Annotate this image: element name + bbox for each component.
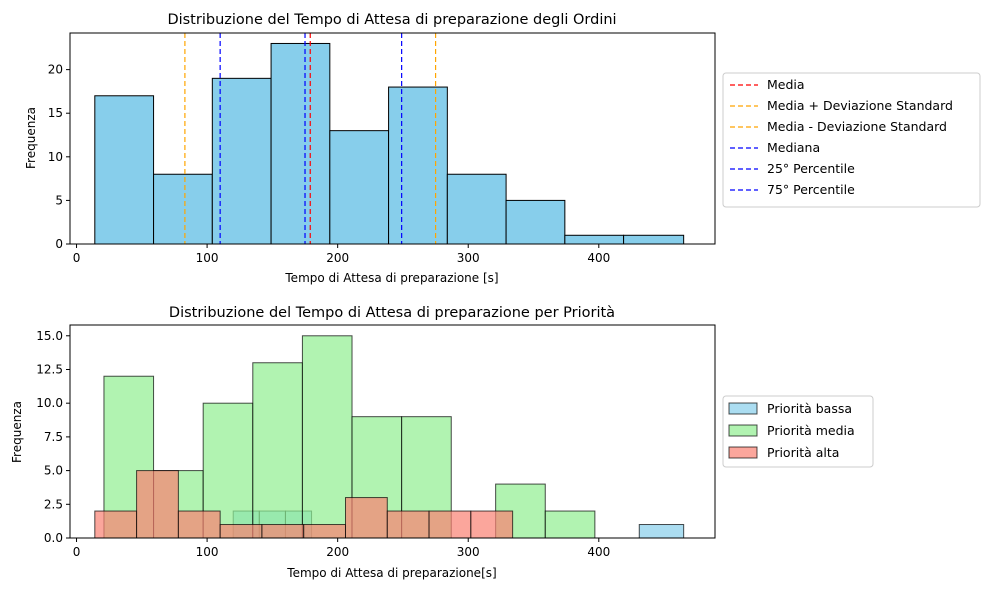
chart1-x-ticks: 0 100 200 300 400 <box>73 244 610 265</box>
chart1-legend-label: Media <box>767 77 805 92</box>
chart2-legend-swatch <box>728 446 758 459</box>
chart1-bar <box>564 234 625 245</box>
chart1-legend-box <box>722 72 981 208</box>
chart1-y-axis-label: Frequenza <box>24 107 38 169</box>
chart2-legend: Priorità bassa Priorità media Priorità alt… <box>722 395 874 468</box>
chart1-bar <box>329 130 390 245</box>
chart2-bar <box>177 510 221 539</box>
chart1-legend-label: Media + Deviazione Standard <box>767 98 953 113</box>
chart1-bar <box>153 173 213 245</box>
chart2-bar <box>638 524 685 539</box>
chart2-x-tick-label: 100 <box>196 545 219 559</box>
chart2-axes-frame <box>69 324 716 539</box>
chart2-legend-swatch <box>728 402 758 415</box>
chart1-bar <box>388 86 448 245</box>
chart1-title: Distribuzione del Tempo di Attesa di pre… <box>167 12 616 28</box>
chart2-y-tick-label: 15.0 <box>36 329 63 343</box>
chart2-y-tick-label: 2.5 <box>44 497 63 511</box>
chart1-y-tick-label: 20 <box>48 63 63 77</box>
chart2-x-axis-label: Tempo di Attesa di preparazione[s] <box>286 566 496 580</box>
chart1-x-tick-label: 300 <box>457 251 480 265</box>
chart1-reference-lines <box>184 33 437 244</box>
chart2-y-tick-label: 7.5 <box>44 430 63 444</box>
chart2-y-tick-label: 12.5 <box>36 362 63 376</box>
chart-waiting-time-distribution: Distribuzione del Tempo di Attesa di pre… <box>24 12 981 285</box>
chart1-legend: Media Media + Deviazione Standard Media - … <box>722 72 981 208</box>
chart2-legend-box <box>722 395 874 468</box>
chart1-y-ticks: 0 5 10 15 20 <box>48 63 70 251</box>
chart2-x-tick-label: 300 <box>457 545 480 559</box>
chart2-y-axis-label: Frequenza <box>10 401 24 463</box>
chart1-legend-label: 25° Percentile <box>767 161 855 176</box>
chart-waiting-time-by-priority: Distribuzione del Tempo di Attesa di pre… <box>10 305 874 580</box>
chart1-bar <box>270 42 331 245</box>
chart2-y-tick-label: 5.0 <box>44 464 63 478</box>
chart2-bars <box>94 335 685 539</box>
chart2-bar <box>303 524 346 539</box>
chart1-x-tick-label: 0 <box>73 251 81 265</box>
chart2-bar <box>470 510 514 539</box>
chart1-legend-label: Media - Deviazione Standard <box>767 119 947 134</box>
chart2-bar <box>252 362 303 539</box>
chart1-x-tick-label: 400 <box>587 251 610 265</box>
chart2-legend-label: Priorità alta <box>767 445 839 460</box>
chart1-legend-label: 75° Percentile <box>767 182 855 197</box>
chart2-y-tick-label: 0.0 <box>44 531 63 545</box>
chart2-legend-label: Priorità bassa <box>767 401 852 416</box>
chart1-bar <box>446 173 507 245</box>
chart1-y-tick-label: 5 <box>55 193 63 207</box>
chart2-legend-label: Priorità media <box>767 423 855 438</box>
chart1-bar <box>505 199 566 245</box>
chart1-y-tick-label: 0 <box>55 237 63 251</box>
chart1-axes-frame <box>69 32 716 245</box>
chart2-bar <box>219 524 263 539</box>
chart2-bar <box>344 497 388 539</box>
chart1-x-tick-label: 100 <box>196 251 219 265</box>
chart1-bar <box>623 234 685 245</box>
chart1-bar <box>94 95 155 245</box>
chart1-legend-label: Mediana <box>767 140 820 155</box>
chart1-y-tick-label: 15 <box>48 106 63 120</box>
chart2-bar <box>136 470 179 539</box>
chart2-bar <box>428 510 472 539</box>
chart2-bar <box>261 524 305 539</box>
chart2-x-tick-label: 200 <box>326 545 349 559</box>
chart2-bar <box>94 510 138 539</box>
chart2-x-tick-label: 400 <box>587 545 610 559</box>
chart2-x-ticks: 0 100 200 300 400 <box>73 538 610 559</box>
chart2-legend-swatch <box>728 424 758 437</box>
chart2-y-ticks: 0.0 2.5 5.0 7.5 10.0 12.5 15.0 <box>36 329 70 545</box>
chart2-x-tick-label: 0 <box>73 545 81 559</box>
chart1-bars <box>94 42 685 245</box>
chart1-bar <box>211 77 272 245</box>
chart2-bar <box>301 335 353 539</box>
chart1-x-axis-label: Tempo di Attesa di preparazione [s] <box>284 271 498 285</box>
chart2-bar <box>544 510 596 539</box>
chart1-y-tick-label: 10 <box>48 150 63 164</box>
chart2-bar <box>386 510 430 539</box>
chart2-y-tick-label: 10.0 <box>36 396 63 410</box>
chart2-title: Distribuzione del Tempo di Attesa di pre… <box>169 305 615 321</box>
chart1-x-tick-label: 200 <box>326 251 349 265</box>
